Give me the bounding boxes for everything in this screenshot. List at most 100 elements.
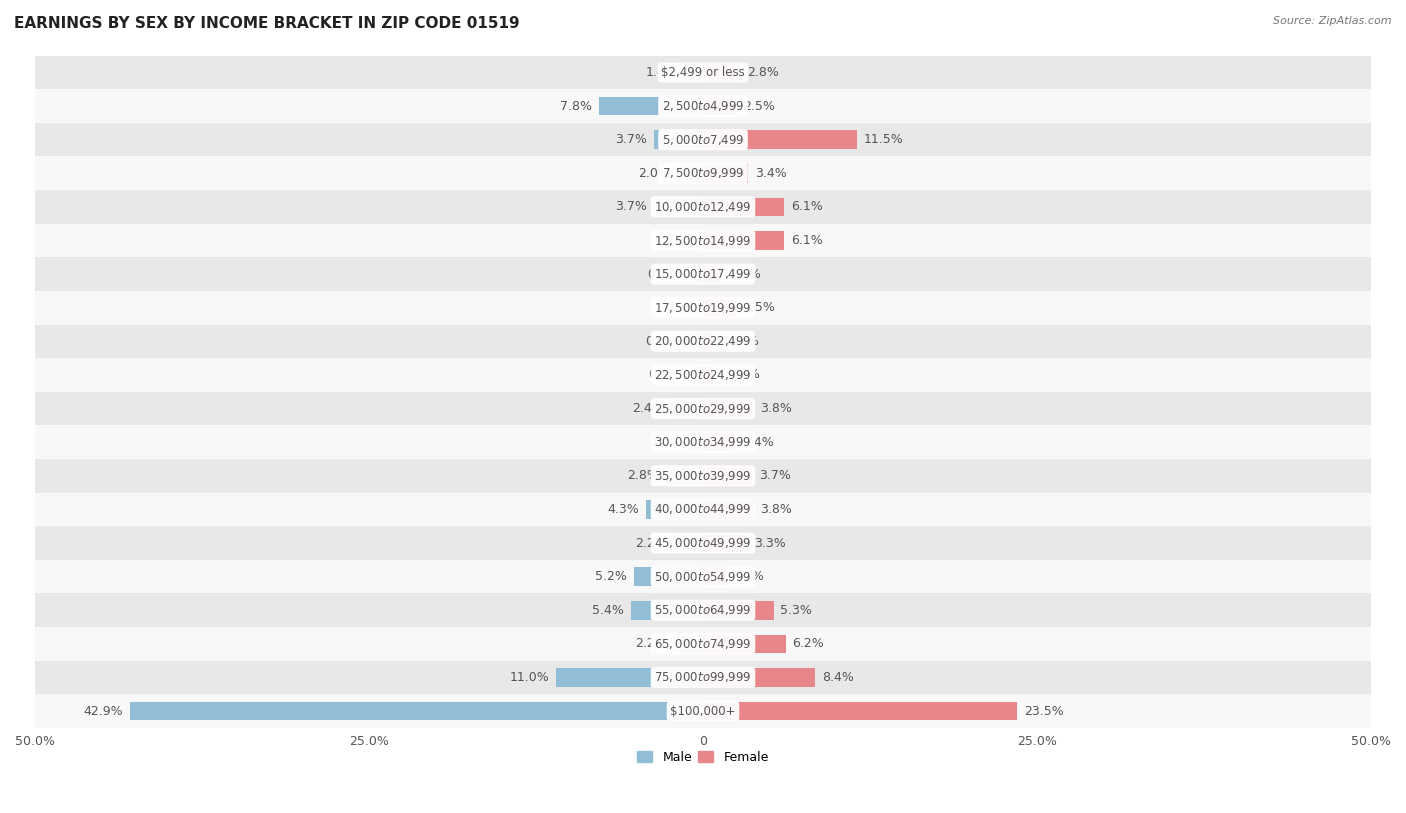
Text: 7.8%: 7.8%	[560, 99, 592, 112]
Bar	[703, 433, 735, 451]
Text: $5,000 to $7,499: $5,000 to $7,499	[662, 133, 744, 146]
Text: 2.4%: 2.4%	[633, 402, 664, 415]
Bar	[703, 366, 713, 385]
Text: $17,500 to $19,999: $17,500 to $19,999	[654, 301, 752, 315]
Bar	[654, 198, 703, 216]
Text: 5.2%: 5.2%	[595, 570, 627, 583]
Bar	[35, 224, 1371, 258]
Bar	[35, 359, 1371, 392]
Bar	[703, 265, 723, 284]
Text: $65,000 to $74,999: $65,000 to $74,999	[654, 637, 752, 651]
Bar	[689, 433, 703, 451]
Text: 3.8%: 3.8%	[761, 503, 793, 516]
Text: 2.0%: 2.0%	[638, 167, 669, 180]
Text: 11.5%: 11.5%	[863, 133, 903, 146]
Text: $2,500 to $4,999: $2,500 to $4,999	[662, 99, 744, 113]
Text: Source: ZipAtlas.com: Source: ZipAtlas.com	[1274, 16, 1392, 26]
Text: 11.0%: 11.0%	[509, 671, 550, 684]
Text: $2,499 or less: $2,499 or less	[661, 66, 745, 79]
Bar	[35, 55, 1371, 89]
Bar	[35, 425, 1371, 459]
Bar	[703, 702, 1017, 720]
Bar	[654, 130, 703, 149]
Bar	[673, 635, 703, 653]
Text: 2.5%: 2.5%	[744, 302, 775, 315]
Bar	[645, 500, 703, 519]
Bar	[703, 467, 752, 485]
Text: $12,500 to $14,999: $12,500 to $14,999	[654, 233, 752, 247]
Bar	[35, 392, 1371, 425]
Text: 3.7%: 3.7%	[759, 469, 792, 482]
Bar	[703, 333, 711, 350]
Text: 2.8%: 2.8%	[627, 469, 659, 482]
Bar	[685, 63, 703, 81]
Text: 5.3%: 5.3%	[780, 604, 813, 617]
Text: 0.71%: 0.71%	[647, 267, 688, 280]
Text: 1.7%: 1.7%	[733, 570, 765, 583]
Bar	[665, 467, 703, 485]
Bar	[703, 198, 785, 216]
Text: 0.76%: 0.76%	[720, 368, 759, 381]
Text: 1.4%: 1.4%	[645, 66, 678, 79]
Text: 2.8%: 2.8%	[747, 66, 779, 79]
Bar	[703, 668, 815, 687]
Text: 2.4%: 2.4%	[742, 436, 773, 449]
Text: 3.8%: 3.8%	[761, 402, 793, 415]
Bar	[703, 534, 747, 552]
Text: 0.67%: 0.67%	[718, 335, 758, 348]
Text: $22,500 to $24,999: $22,500 to $24,999	[654, 368, 752, 382]
Text: $10,000 to $12,499: $10,000 to $12,499	[654, 200, 752, 214]
Text: 6.1%: 6.1%	[792, 234, 823, 247]
Text: 42.9%: 42.9%	[83, 705, 124, 718]
Text: 6.1%: 6.1%	[792, 201, 823, 213]
Bar	[703, 567, 725, 586]
Bar	[703, 97, 737, 115]
Bar	[35, 526, 1371, 560]
Text: 3.7%: 3.7%	[614, 133, 647, 146]
Bar	[129, 702, 703, 720]
Text: 2.5%: 2.5%	[744, 99, 775, 112]
Bar	[695, 366, 703, 385]
Text: $55,000 to $64,999: $55,000 to $64,999	[654, 603, 752, 617]
Text: 3.4%: 3.4%	[755, 167, 787, 180]
Text: 1.0%: 1.0%	[651, 436, 683, 449]
Text: $75,000 to $99,999: $75,000 to $99,999	[654, 671, 752, 685]
Bar	[35, 593, 1371, 627]
Text: $40,000 to $44,999: $40,000 to $44,999	[654, 502, 752, 516]
Bar	[703, 298, 737, 317]
Text: $50,000 to $54,999: $50,000 to $54,999	[654, 570, 752, 584]
Bar	[703, 231, 785, 250]
Text: $100,000+: $100,000+	[671, 705, 735, 718]
Text: $25,000 to $29,999: $25,000 to $29,999	[654, 402, 752, 415]
Bar	[35, 560, 1371, 593]
Text: 3.7%: 3.7%	[614, 201, 647, 213]
Bar	[35, 459, 1371, 493]
Text: 2.2%: 2.2%	[636, 637, 666, 650]
Bar	[676, 164, 703, 183]
Text: $45,000 to $49,999: $45,000 to $49,999	[654, 536, 752, 550]
Bar	[35, 694, 1371, 728]
Text: 2.2%: 2.2%	[636, 537, 666, 550]
Text: 4.3%: 4.3%	[607, 503, 638, 516]
Bar	[631, 601, 703, 620]
Text: 0.0%: 0.0%	[664, 302, 696, 315]
Bar	[703, 399, 754, 418]
Bar	[35, 89, 1371, 123]
Bar	[703, 164, 748, 183]
Text: $30,000 to $34,999: $30,000 to $34,999	[654, 435, 752, 450]
Bar	[692, 333, 703, 350]
Bar	[693, 265, 703, 284]
Text: 5.4%: 5.4%	[592, 604, 624, 617]
Text: 0.66%: 0.66%	[648, 368, 688, 381]
Bar	[35, 291, 1371, 324]
Text: $15,000 to $17,499: $15,000 to $17,499	[654, 267, 752, 281]
Bar	[35, 627, 1371, 661]
Bar	[703, 635, 786, 653]
Bar	[703, 130, 856, 149]
Bar	[35, 123, 1371, 156]
Bar	[35, 661, 1371, 694]
Text: $20,000 to $22,499: $20,000 to $22,499	[654, 334, 752, 348]
Bar	[35, 324, 1371, 359]
Legend: Male, Female: Male, Female	[633, 746, 773, 769]
Text: 1.5%: 1.5%	[730, 267, 762, 280]
